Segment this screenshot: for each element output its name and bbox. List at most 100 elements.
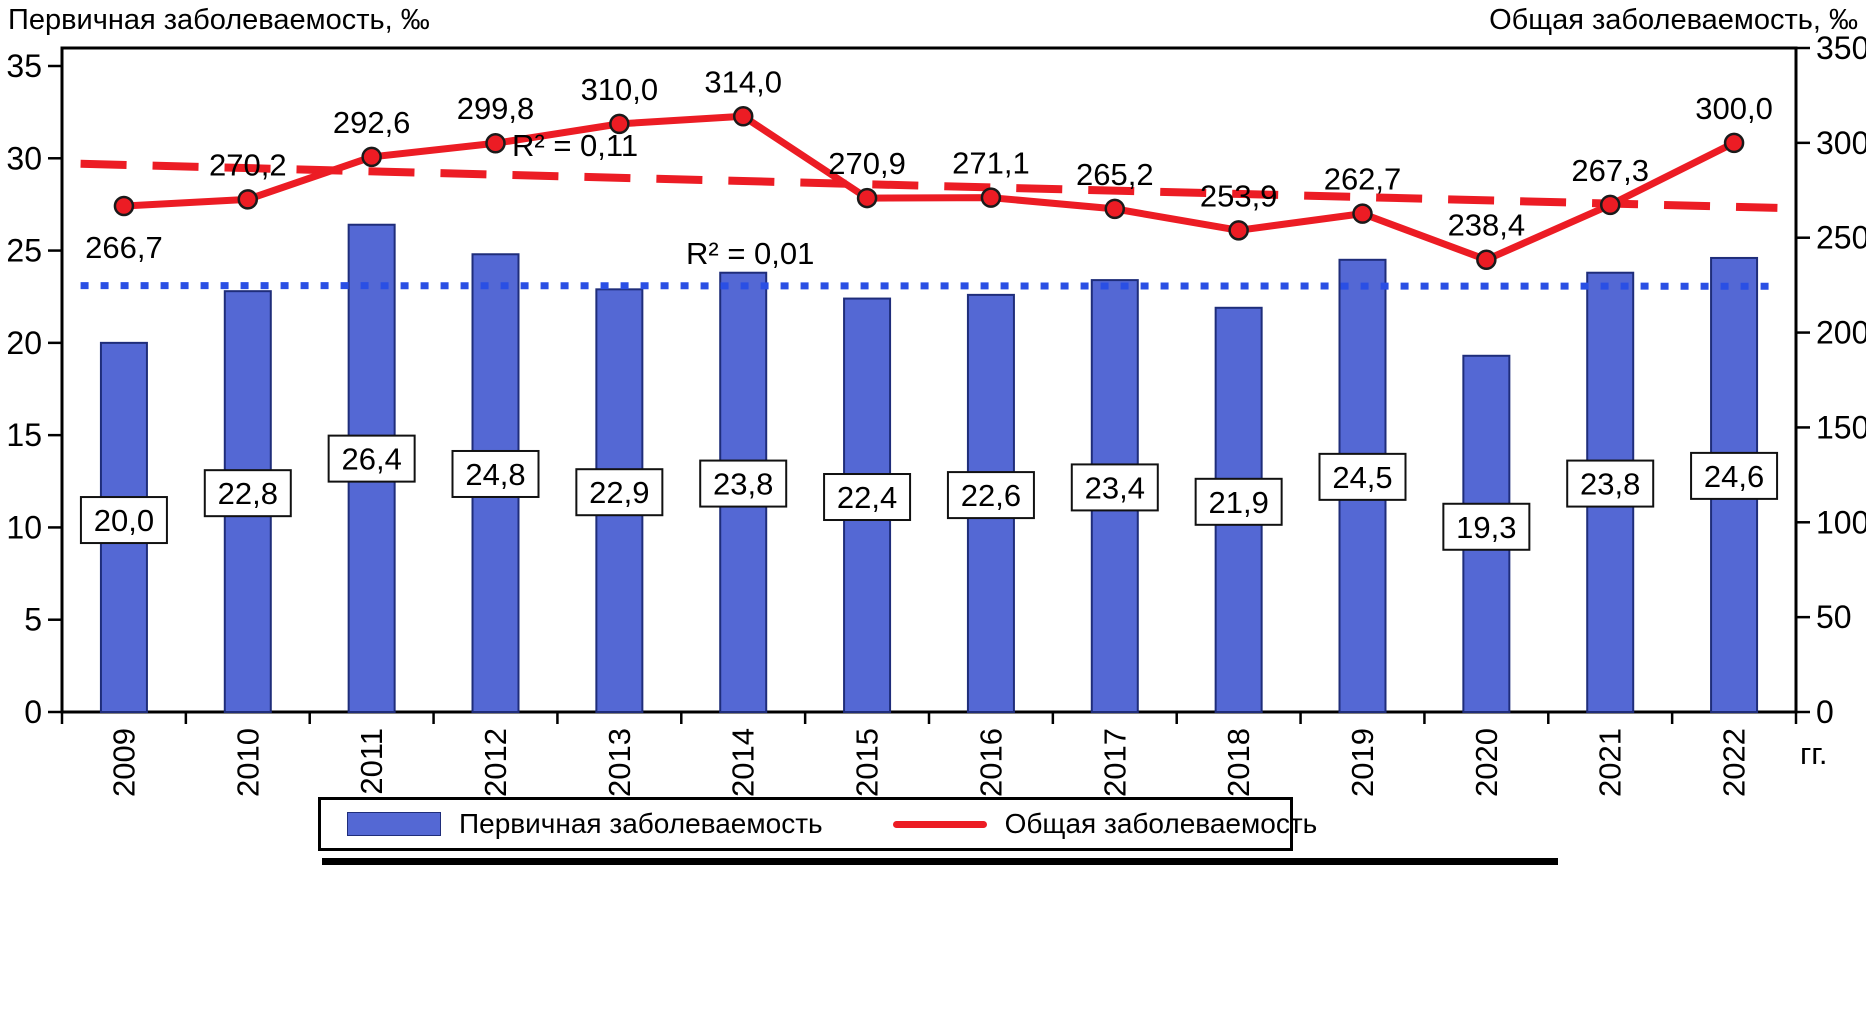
x-label-2020: 2020 xyxy=(1469,728,1504,797)
right-axis-tick-label: 150 xyxy=(1816,409,1866,445)
line-point-2015 xyxy=(856,187,878,209)
bar-label-2013: 22,9 xyxy=(589,475,649,510)
left-axis-tick-label: 10 xyxy=(6,509,42,545)
line-point-2009 xyxy=(113,195,135,217)
x-label-2009: 2009 xyxy=(106,728,141,797)
line-series xyxy=(120,112,1738,264)
bar-label-2010: 22,8 xyxy=(218,476,278,511)
bar-label-box-2013 xyxy=(575,468,664,517)
bar-label-2011: 26,4 xyxy=(341,442,401,477)
bar-label-2020: 19,3 xyxy=(1456,510,1516,545)
legend-primary-label: Первичная заболеваемость xyxy=(459,808,823,839)
bar-label-2015: 22,4 xyxy=(837,480,897,515)
x-label-2017: 2017 xyxy=(1097,728,1132,797)
bottom-rule xyxy=(322,858,1558,865)
x-label-2010: 2010 xyxy=(230,728,265,797)
left-axis-tick-label: 5 xyxy=(24,602,42,638)
x-label-2013: 2013 xyxy=(602,728,637,797)
x-label-2018: 2018 xyxy=(1221,728,1256,797)
bar-label-2019: 24,5 xyxy=(1332,460,1392,495)
line-point-2021 xyxy=(1599,194,1621,216)
bar-label-box-2021 xyxy=(1566,459,1655,508)
right-axis-tick-label: 250 xyxy=(1816,220,1866,256)
right-axis-tick-label: 100 xyxy=(1816,504,1866,540)
line-point-2020 xyxy=(1476,249,1497,270)
legend-line-swatch xyxy=(892,820,987,828)
line-point-2011 xyxy=(361,146,382,168)
bar-trendline xyxy=(80,282,1778,290)
x-label-2012: 2012 xyxy=(478,728,513,797)
bar-label-2012: 24,8 xyxy=(465,457,525,492)
bar-label-box-2012 xyxy=(451,449,540,498)
x-label-2014: 2014 xyxy=(726,728,761,797)
x-unit-label: гг. xyxy=(1800,736,1827,771)
right-axis-tick-label: 200 xyxy=(1816,315,1866,351)
line-label-2022: 300,0 xyxy=(1695,91,1773,126)
bar-label-2009: 20,0 xyxy=(94,503,154,538)
line-label-2021: 267,3 xyxy=(1571,153,1649,188)
line-point-2012 xyxy=(485,132,506,154)
right-axis-tick-label: 0 xyxy=(1816,694,1834,730)
plot-border xyxy=(60,46,1798,714)
legend: Первичная заболеваемость Общая заболевае… xyxy=(318,797,1317,851)
line-point-2017 xyxy=(1104,198,1126,220)
line-point-2019 xyxy=(1352,203,1373,224)
right-axis-tick-label: 50 xyxy=(1816,599,1852,635)
x-label-2015: 2015 xyxy=(850,728,885,797)
line-label-2014: 314,0 xyxy=(704,64,782,99)
line-point-2010 xyxy=(237,189,259,210)
bar-label-2022: 24,6 xyxy=(1704,459,1764,494)
line-point-2022 xyxy=(1723,132,1745,154)
line-point-2018 xyxy=(1228,220,1249,241)
right-axis-tick-label: 350 xyxy=(1816,30,1866,66)
bar-label-box-2014 xyxy=(699,459,788,508)
left-axis-tick-label: 30 xyxy=(6,140,42,176)
line-label-2009: 266,7 xyxy=(85,230,163,265)
right-axis-tick-label: 300 xyxy=(1816,125,1866,161)
line-label-2012: 299,8 xyxy=(457,91,535,126)
bar-label-2017: 23,4 xyxy=(1085,470,1145,505)
bar-label-2018: 21,9 xyxy=(1208,485,1268,520)
line-point-2016 xyxy=(980,187,1002,208)
left-axis-tick-label: 0 xyxy=(24,694,42,730)
line-point-2013 xyxy=(609,113,630,135)
bar-label-box-2018 xyxy=(1194,477,1283,526)
x-label-2021: 2021 xyxy=(1593,728,1628,797)
bar-label-box-2011 xyxy=(327,434,416,483)
line-label-2020: 238,4 xyxy=(1448,208,1526,243)
line-label-2017: 265,2 xyxy=(1076,157,1154,192)
left-axis-title: Первичная заболеваемость, ‰ xyxy=(8,4,430,36)
left-axis-tick-label: 20 xyxy=(6,325,42,361)
line-label-2015: 270,9 xyxy=(828,146,906,181)
bar-label-box-2022 xyxy=(1690,451,1779,500)
right-axis-title: Общая заболеваемость, ‰ xyxy=(1489,4,1858,36)
bar-label-box-2010 xyxy=(203,469,292,518)
bar-label-2021: 23,8 xyxy=(1580,467,1640,502)
bar-label-2016: 22,6 xyxy=(961,478,1021,513)
line-label-2019: 262,7 xyxy=(1324,162,1402,197)
x-label-2016: 2016 xyxy=(973,728,1008,797)
legend-total-label: Общая заболеваемость xyxy=(1004,808,1318,839)
r2-red-annotation: R² = 0,11 xyxy=(512,128,639,163)
r2-blue-annotation: R² = 0,01 xyxy=(686,236,815,271)
left-axis-tick-label: 15 xyxy=(6,417,42,453)
line-label-2018: 253,9 xyxy=(1200,178,1278,213)
x-label-2011: 2011 xyxy=(354,728,389,795)
line-point-2014 xyxy=(732,106,754,127)
bar-label-box-2017 xyxy=(1070,463,1159,512)
left-axis-tick-label: 35 xyxy=(6,48,42,84)
bar-label-box-2019 xyxy=(1318,452,1407,501)
left-axis-tick-label: 25 xyxy=(6,233,42,269)
bar-label-box-2016 xyxy=(946,471,1035,520)
bar-label-box-2009 xyxy=(79,496,168,545)
line-label-2010: 270,2 xyxy=(209,147,287,182)
line-label-2011: 292,6 xyxy=(333,105,411,140)
x-label-2019: 2019 xyxy=(1345,728,1380,797)
line-label-2013: 310,0 xyxy=(581,72,659,107)
line-label-2016: 271,1 xyxy=(952,146,1030,181)
bar-label-box-2020 xyxy=(1442,502,1531,551)
bar-label-box-2015 xyxy=(823,473,912,522)
bar-label-2014: 23,8 xyxy=(713,467,773,502)
